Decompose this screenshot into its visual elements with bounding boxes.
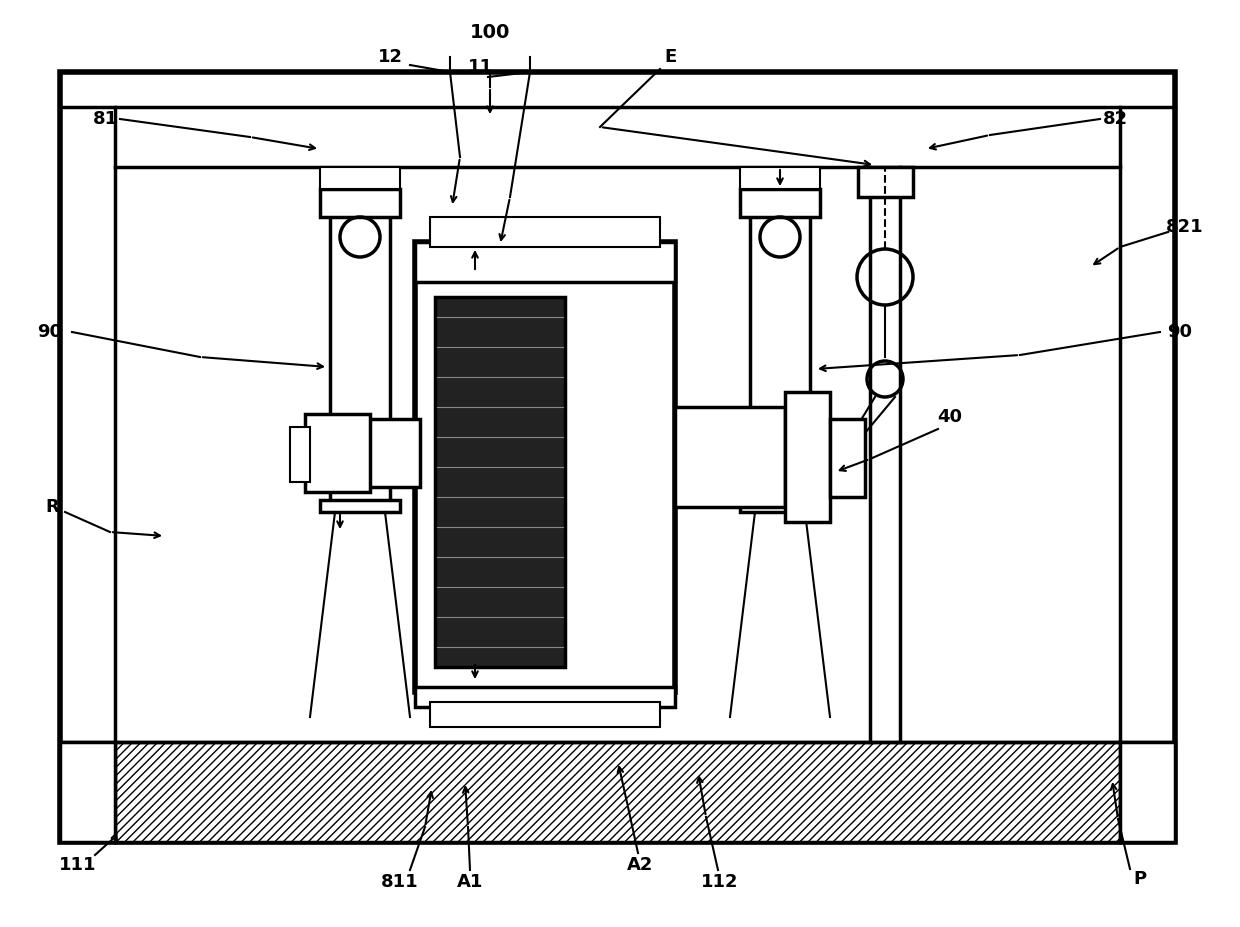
Text: 111: 111	[60, 856, 97, 874]
Text: P: P	[1133, 870, 1147, 888]
Text: 40: 40	[937, 408, 962, 426]
Text: E: E	[663, 48, 676, 66]
Bar	[675, 407, 785, 507]
Bar	[858, 167, 913, 197]
Bar	[415, 242, 675, 692]
Bar	[60, 742, 115, 842]
Text: 821: 821	[1166, 218, 1204, 236]
Bar	[740, 189, 820, 217]
Bar	[430, 217, 660, 247]
Text: R: R	[45, 498, 58, 516]
Bar	[430, 702, 660, 727]
Text: 90: 90	[37, 323, 62, 341]
Text: 112: 112	[702, 873, 739, 891]
Bar	[320, 189, 401, 217]
Bar	[305, 414, 370, 492]
Bar	[785, 392, 830, 522]
Bar	[740, 500, 820, 512]
Text: 12: 12	[377, 48, 403, 66]
Bar	[320, 167, 401, 189]
Bar	[415, 687, 675, 707]
Text: 811: 811	[381, 873, 419, 891]
Bar	[435, 297, 565, 667]
Text: 81: 81	[93, 110, 118, 128]
Bar	[415, 242, 675, 282]
Text: A2: A2	[626, 856, 653, 874]
Text: 100: 100	[470, 22, 510, 42]
Text: 11: 11	[467, 58, 492, 76]
Bar	[750, 207, 810, 507]
Text: A1: A1	[456, 873, 484, 891]
Bar	[830, 419, 866, 497]
Bar	[1120, 742, 1176, 842]
Bar	[365, 419, 420, 487]
Bar	[740, 167, 820, 189]
Bar	[320, 500, 401, 512]
Text: 90: 90	[1168, 323, 1193, 341]
Bar	[60, 72, 1176, 842]
Bar	[115, 742, 1120, 842]
Text: 82: 82	[1102, 110, 1127, 128]
Bar	[290, 427, 310, 482]
Bar	[330, 207, 391, 507]
